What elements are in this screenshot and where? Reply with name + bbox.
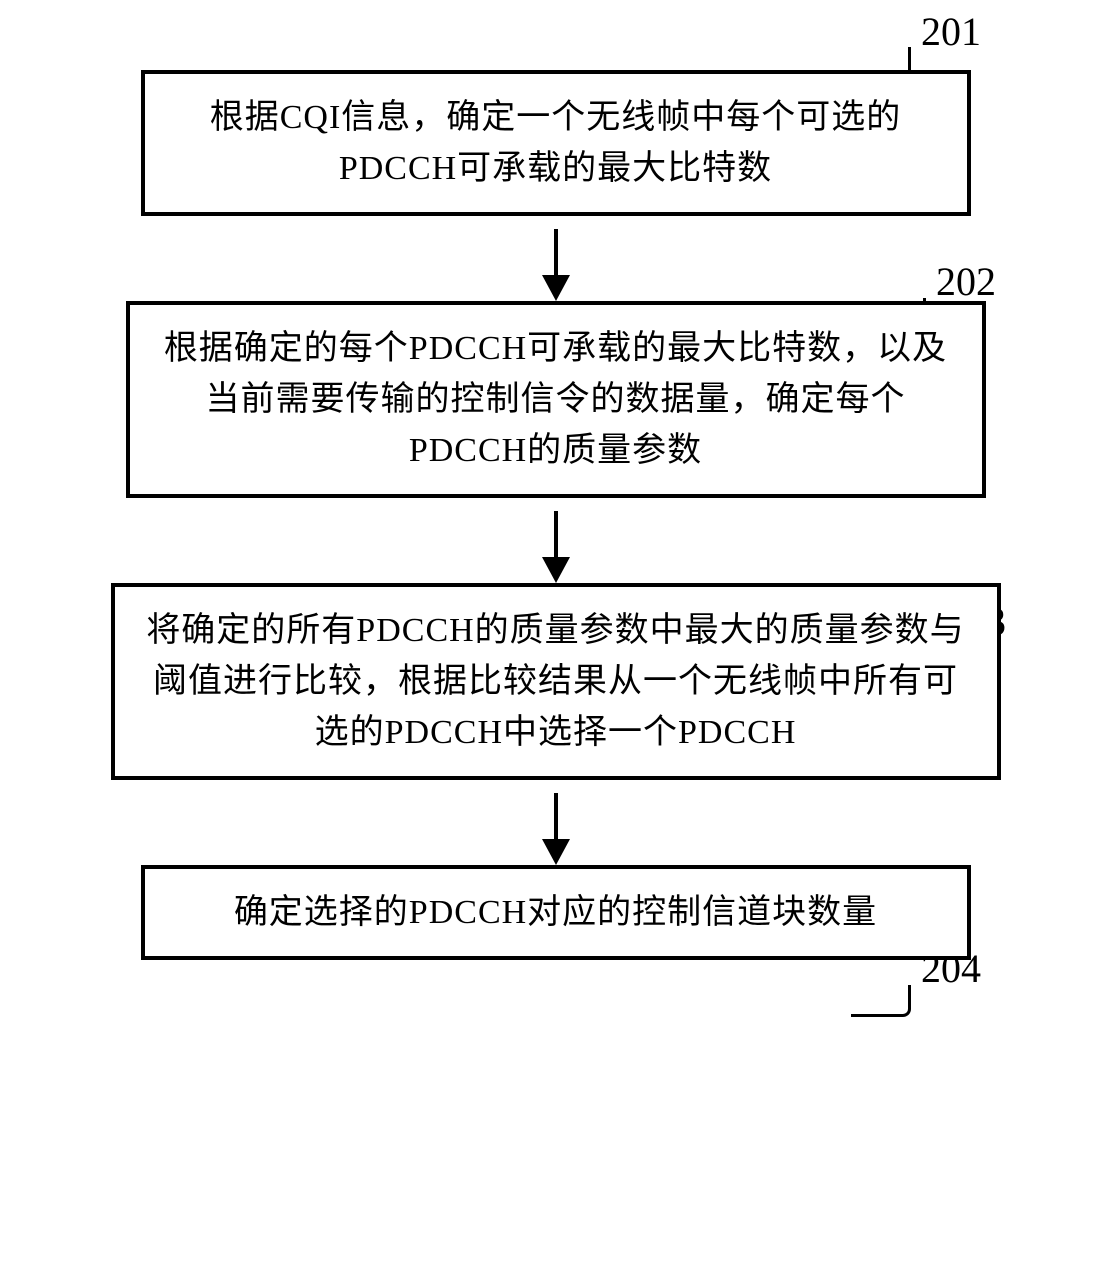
step-1-text: 根据CQI信息，确定一个无线帧中每个可选的PDCCH可承载的最大比特数	[175, 92, 937, 194]
arrow-3-4	[106, 780, 1006, 865]
step-3-text: 将确定的所有PDCCH的质量参数中最大的质量参数与阈值进行比较，根据比较结果从一…	[145, 605, 967, 758]
arrow-1-2	[106, 216, 1006, 301]
arrow-head	[542, 557, 570, 583]
flowchart-container: 根据CQI信息，确定一个无线帧中每个可选的PDCCH可承载的最大比特数 根据确定…	[106, 70, 1006, 960]
step-4-text: 确定选择的PDCCH对应的控制信道块数量	[175, 887, 937, 938]
step-2-box: 根据确定的每个PDCCH可承载的最大比特数，以及当前需要传输的控制信令的数据量，…	[126, 301, 986, 498]
arrow-head	[542, 839, 570, 865]
step-2-text: 根据确定的每个PDCCH可承载的最大比特数，以及当前需要传输的控制信令的数据量，…	[160, 323, 952, 476]
step-4-box: 确定选择的PDCCH对应的控制信道块数量	[141, 865, 971, 960]
connector-204	[851, 985, 911, 1017]
label-201: 201	[921, 8, 981, 55]
arrow-2-3	[106, 498, 1006, 583]
arrow-head	[542, 275, 570, 301]
step-1-box: 根据CQI信息，确定一个无线帧中每个可选的PDCCH可承载的最大比特数	[141, 70, 971, 216]
step-3-box: 将确定的所有PDCCH的质量参数中最大的质量参数与阈值进行比较，根据比较结果从一…	[111, 583, 1001, 780]
